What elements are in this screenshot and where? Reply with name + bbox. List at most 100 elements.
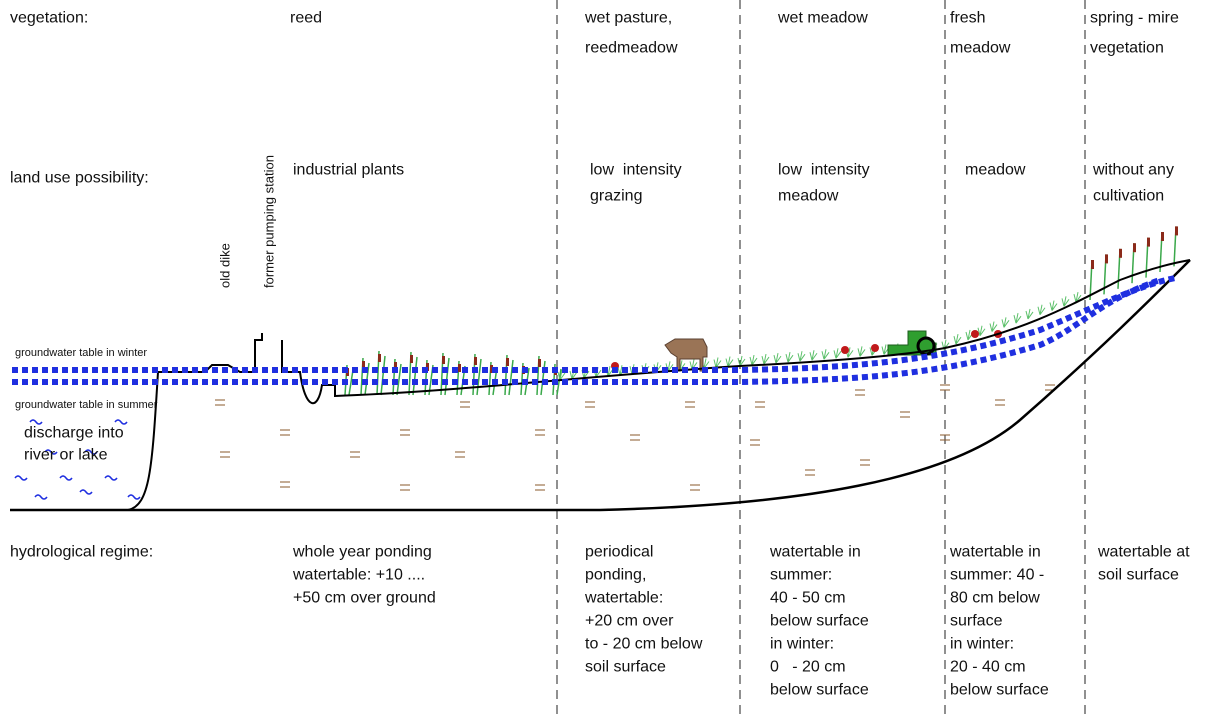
vegetation-text: wet pasture, xyxy=(584,9,672,26)
hydrology-text: ponding, xyxy=(585,566,646,583)
row-label: vegetation: xyxy=(10,9,88,26)
wave xyxy=(128,495,140,499)
grass xyxy=(774,353,781,363)
soil-mark xyxy=(400,430,410,435)
discharge-label: discharge into xyxy=(24,424,124,441)
land-use-text: low intensity xyxy=(778,161,870,178)
grass xyxy=(1062,296,1069,306)
reed-head xyxy=(538,359,541,367)
hydrology-text: in winter: xyxy=(770,635,834,652)
pumping-label: former pumping station xyxy=(262,155,277,288)
hydrology-text: below surface xyxy=(770,681,869,698)
reed-head xyxy=(410,355,413,363)
grass xyxy=(1050,301,1057,311)
grass xyxy=(750,355,757,365)
grass xyxy=(726,357,733,367)
soil-mark xyxy=(900,412,910,417)
wave xyxy=(35,495,47,499)
soil-mark xyxy=(755,402,765,407)
land-use-text: cultivation xyxy=(1093,187,1164,204)
grass xyxy=(858,346,865,356)
soil-mark xyxy=(750,440,760,445)
grass xyxy=(1038,305,1045,315)
hydrology-text: soil surface xyxy=(1098,566,1179,583)
row-label: hydrological regime: xyxy=(10,543,153,560)
reed-head xyxy=(1119,249,1122,258)
soil-mark xyxy=(460,402,470,407)
wave xyxy=(105,476,117,480)
soil-mark xyxy=(585,402,595,407)
reed-head xyxy=(474,357,477,365)
hydrology-text: to - 20 cm below xyxy=(585,635,703,652)
hydrology-text: +50 cm over ground xyxy=(293,589,436,606)
soil-mark xyxy=(860,460,870,465)
vegetation-text: wet meadow xyxy=(777,9,868,26)
soil-mark xyxy=(455,452,465,457)
hydrology-text: 80 cm below xyxy=(950,589,1040,606)
hydrology-text: +20 cm over xyxy=(585,612,674,629)
soil-mark xyxy=(685,402,695,407)
soil-mark xyxy=(280,482,290,487)
soil-mark xyxy=(215,400,225,405)
winter-label: groundwater table in winter xyxy=(15,347,147,359)
soil-mark xyxy=(805,470,815,475)
hydrology-text: 40 - 50 cm xyxy=(770,589,846,606)
soil-mark xyxy=(855,390,865,395)
vegetation-text: vegetation xyxy=(1090,39,1164,56)
grass xyxy=(810,350,817,360)
land-use-text: grazing xyxy=(590,187,642,204)
reed-head xyxy=(442,356,445,364)
soil-mark xyxy=(280,430,290,435)
diagram: vegetation: land use possibility: hydrolog… xyxy=(0,0,1229,720)
land-use-text: low intensity xyxy=(590,161,682,178)
reed-head xyxy=(1147,238,1150,247)
wave xyxy=(30,420,42,424)
grass xyxy=(822,349,829,359)
hydrology-text: 20 - 40 cm xyxy=(950,658,1026,675)
wave xyxy=(15,476,27,480)
summer-watertable xyxy=(12,280,1160,382)
vegetation-text: spring - mire xyxy=(1090,9,1179,26)
row-label: land use possibility: xyxy=(10,169,149,186)
grass xyxy=(1002,317,1009,327)
hydrology-text: summer: xyxy=(770,566,832,583)
reed-head xyxy=(1175,226,1178,235)
wave xyxy=(80,490,92,494)
vegetation-text: meadow xyxy=(950,39,1011,56)
land-use-text: industrial plants xyxy=(293,161,404,178)
reed-head xyxy=(1091,260,1094,269)
reed-head xyxy=(458,364,461,372)
grass xyxy=(786,352,793,362)
hydrology-text: watertable in xyxy=(769,543,861,560)
vegetation-text: reed xyxy=(290,9,322,26)
hydrology-text: watertable: xyxy=(584,589,663,606)
reed-head xyxy=(1105,254,1108,263)
discharge-label: river or lake xyxy=(24,446,108,463)
vegetation-text: reedmeadow xyxy=(585,39,678,56)
soil-mark xyxy=(535,485,545,490)
hydrology-text: whole year ponding xyxy=(292,543,432,560)
pumping-station xyxy=(255,333,282,372)
hydrology-text: below surface xyxy=(950,681,1049,698)
grass xyxy=(738,356,745,366)
flower xyxy=(971,330,979,338)
dike-label: old dike xyxy=(218,243,233,288)
grass xyxy=(762,354,769,364)
reed-head xyxy=(1133,243,1136,252)
land-use-text: without any xyxy=(1092,161,1174,178)
soil-mark xyxy=(690,485,700,490)
grass xyxy=(990,322,997,332)
summer-label: groundwater table in summer xyxy=(15,399,158,411)
hydrology-text: watertable in xyxy=(949,543,1041,560)
soil-mark xyxy=(940,385,950,390)
soil-mark xyxy=(220,452,230,457)
grass xyxy=(798,351,805,361)
land-use-text: meadow xyxy=(778,187,839,204)
wave xyxy=(60,476,72,480)
hydrology-text: surface xyxy=(950,612,1003,629)
grass xyxy=(1026,309,1033,319)
grass xyxy=(978,326,985,336)
vegetation-drawing xyxy=(15,226,1178,499)
flower xyxy=(841,346,849,354)
hydrology-text: summer: 40 - xyxy=(950,566,1044,583)
